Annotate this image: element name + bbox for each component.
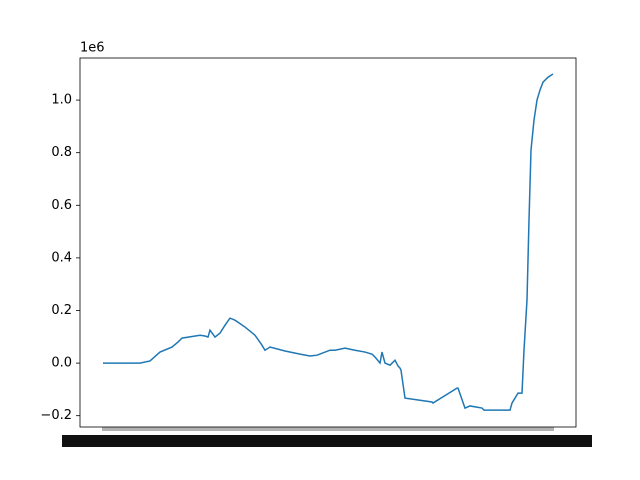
- y-tick-label: 1.0: [51, 93, 72, 108]
- x-tick-labels-overlap: [62, 435, 592, 447]
- y-tick-label: −0.2: [40, 408, 72, 423]
- axes-frame: [79, 57, 577, 428]
- y-tick-label: 0.0: [51, 356, 72, 371]
- offset-label: 1e6: [80, 41, 105, 56]
- y-tick-label: 0.8: [51, 145, 72, 160]
- y-tick-label: 0.4: [51, 250, 72, 265]
- y-tick-label: 0.2: [51, 303, 72, 318]
- y-tick-label: 0.6: [51, 198, 72, 213]
- line: [103, 73, 554, 411]
